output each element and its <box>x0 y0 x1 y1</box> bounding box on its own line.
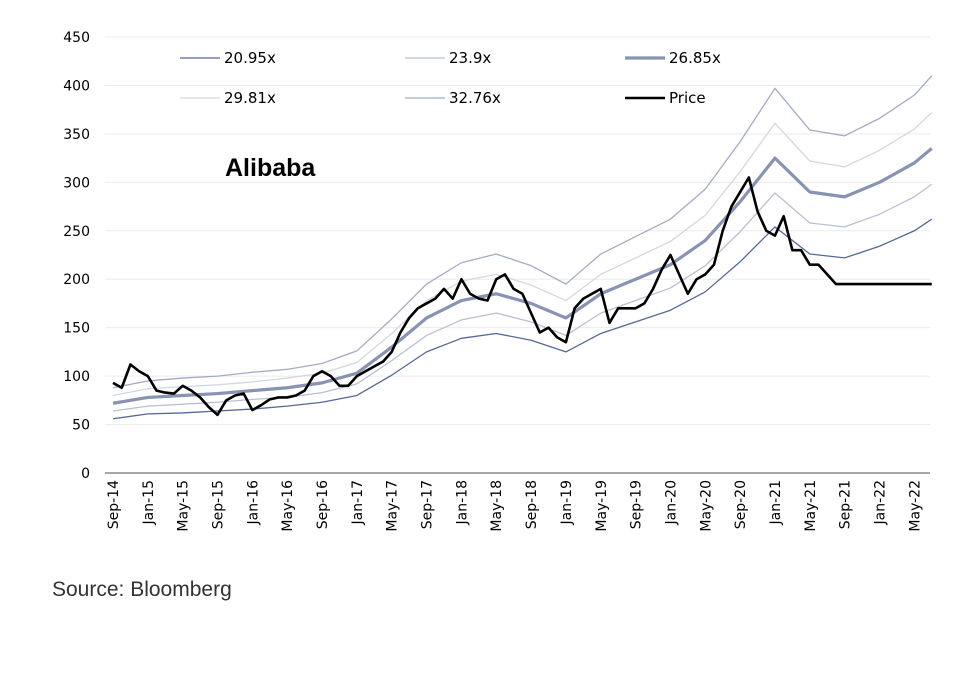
series-line-26-85x <box>112 147 933 405</box>
legend-label: 23.9x <box>449 49 491 67</box>
y-tick-label: 350 <box>63 127 90 143</box>
x-tick-label: Sep-18 <box>524 480 540 529</box>
x-tick-label: Sep-21 <box>838 480 854 529</box>
y-tick-label: 300 <box>63 175 90 191</box>
x-tick-label: Jan-22 <box>872 480 888 525</box>
x-tick-label: May-18 <box>489 480 505 532</box>
y-tick-label: 150 <box>63 321 90 337</box>
gridlines <box>105 36 930 474</box>
chart-title: Alibaba <box>225 154 316 182</box>
x-tick-label: May-17 <box>385 480 401 532</box>
x-tick-label: May-19 <box>594 480 610 532</box>
x-tick-label: May-22 <box>907 480 923 532</box>
series-line-price <box>112 176 932 417</box>
x-tick-label: Jan-20 <box>663 480 679 525</box>
x-tick-label: May-15 <box>176 480 192 532</box>
legend: 20.95x 23.9x 26.85x 29.81x 32.76x Price <box>180 49 721 107</box>
x-tick-label: Jan-19 <box>559 480 575 525</box>
series-line-23-9x <box>112 183 933 412</box>
series-line-20-95x <box>112 218 933 420</box>
source-note: Source: Bloomberg <box>52 578 232 601</box>
x-tick-label: Sep-14 <box>106 480 122 529</box>
x-tick-label: Jan-16 <box>245 480 261 526</box>
y-tick-label: 100 <box>63 369 90 385</box>
x-tick-label: Jan-15 <box>141 480 157 525</box>
series-lines <box>112 75 933 420</box>
x-tick-label: Jan-17 <box>350 480 366 525</box>
x-tick-label: Sep-15 <box>211 480 227 529</box>
x-tick-label: Sep-20 <box>733 480 749 529</box>
y-tick-label: 250 <box>63 224 90 240</box>
x-tick-label: Sep-16 <box>315 480 331 529</box>
series-line-32-76x <box>112 75 933 389</box>
x-tick-label: May-16 <box>280 480 296 532</box>
y-tick-label: 450 <box>63 30 90 46</box>
x-tick-label: May-21 <box>803 480 819 532</box>
x-tick-label: Jan-21 <box>768 480 784 525</box>
x-tick-label: Sep-17 <box>420 480 436 529</box>
legend-label: 20.95x <box>224 49 276 67</box>
y-tick-label: 200 <box>63 272 90 288</box>
y-axis-ticks: 0 50 100 150 200 250 300 350 400 450 <box>63 30 90 482</box>
x-tick-label: May-20 <box>698 480 714 532</box>
y-tick-label: 50 <box>72 418 90 434</box>
legend-label: Price <box>669 89 706 107</box>
series-line-29-81x <box>112 112 933 397</box>
x-tick-label: Jan-18 <box>454 480 470 525</box>
legend-label: 26.85x <box>669 49 721 67</box>
legend-label: 29.81x <box>224 89 276 107</box>
y-tick-label: 400 <box>63 78 90 94</box>
x-axis-ticks: Sep-14 Jan-15 May-15 Sep-15 Jan-16 May-16 Sep-… <box>106 480 923 532</box>
y-tick-label: 0 <box>81 466 90 482</box>
x-tick-label: Sep-19 <box>629 480 645 529</box>
legend-label: 32.76x <box>449 89 501 107</box>
